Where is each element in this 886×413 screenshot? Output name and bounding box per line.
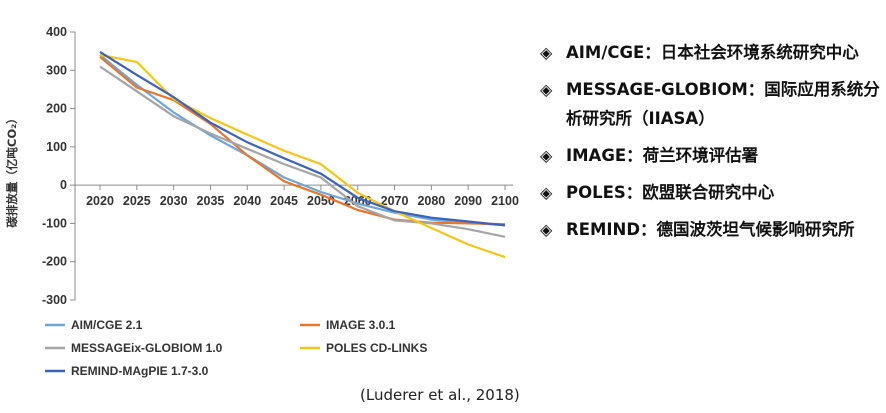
diamond-bullet-icon: ◈ <box>540 220 553 239</box>
legend-label: POLES CD-LINKS <box>326 341 427 355</box>
legend-label: IMAGE 3.0.1 <box>326 318 396 332</box>
x-tick-label: 2090 <box>454 194 482 208</box>
list-item: ◈ MESSAGE-GLOBIOM：国际应用系统分析研究所（IIASA） <box>540 75 880 133</box>
list-item-text: REMIND：德国波茨坦气候影响研究所 <box>566 220 855 239</box>
series-lines <box>99 50 506 259</box>
list-item: ◈ AIM/CGE：日本社会环境系统研究中心 <box>540 38 880 67</box>
x-tick-label: 2025 <box>123 194 151 208</box>
series-line <box>99 53 506 259</box>
x-tick-label: 2070 <box>381 194 409 208</box>
y-tick-label: -300 <box>42 293 67 307</box>
y-tick-label: -100 <box>42 216 67 230</box>
legend: AIM/CGE 2.1 IMAGE 3.0.1 MESSAGEix-GLOBIOM … <box>45 318 427 378</box>
list-item-text: POLES：欧盟联合研究中心 <box>566 183 775 202</box>
diamond-bullet-icon: ◈ <box>540 80 553 99</box>
list-item: ◈ REMIND：德国波茨坦气候影响研究所 <box>540 215 880 244</box>
diamond-bullet-icon: ◈ <box>540 146 553 165</box>
x-tick-label: 2100 <box>491 194 519 208</box>
series-line <box>99 56 506 226</box>
list-item-text: IMAGE：荷兰环境评估署 <box>566 146 759 165</box>
series-line <box>99 54 506 227</box>
y-axis: -300 -200 -100 0 100 200 300 400 <box>42 25 76 307</box>
x-axis: 2020 2025 2030 2035 2040 2045 2050 2060 2070 2080… <box>75 184 519 208</box>
legend-label: AIM/CGE 2.1 <box>71 318 143 332</box>
y-tick-label: 100 <box>46 140 67 154</box>
source-citation: (Luderer et al., 2018) <box>360 386 520 404</box>
list-item-text: AIM/CGE：日本社会环境系统研究中心 <box>566 43 859 62</box>
x-tick-label: 2080 <box>417 194 445 208</box>
y-tick-label: -200 <box>42 255 67 269</box>
x-tick-label: 2030 <box>160 194 188 208</box>
model-institution-list: ◈ AIM/CGE：日本社会环境系统研究中心 ◈ MESSAGE-GLOBIOM… <box>540 38 880 252</box>
series-line <box>99 50 506 227</box>
y-tick-label: 0 <box>60 178 67 192</box>
list-item: ◈ POLES：欧盟联合研究中心 <box>540 178 880 207</box>
emissions-chart: -300 -200 -100 0 100 200 300 400 2020 2025 2030 20… <box>5 25 519 378</box>
y-tick-label: 400 <box>46 25 67 39</box>
x-tick-label: 2045 <box>270 194 298 208</box>
x-tick-label: 2040 <box>233 194 261 208</box>
list-item-text: MESSAGE-GLOBIOM：国际应用系统分析研究所（IIASA） <box>566 80 880 128</box>
y-tick-label: 200 <box>46 102 67 116</box>
legend-label: REMIND-MAgPIE 1.7-3.0 <box>71 364 209 378</box>
legend-label: MESSAGEix-GLOBIOM 1.0 <box>71 341 223 355</box>
series-line <box>99 65 506 238</box>
diamond-bullet-icon: ◈ <box>540 43 553 62</box>
diamond-bullet-icon: ◈ <box>540 183 553 202</box>
y-tick-label: 300 <box>46 63 67 77</box>
x-tick-label: 2020 <box>86 194 114 208</box>
list-item: ◈ IMAGE：荷兰环境评估署 <box>540 141 880 170</box>
y-axis-label: 碳排放量（亿吨CO₂） <box>5 112 19 227</box>
x-tick-label: 2035 <box>197 194 225 208</box>
x-tick-label: 2050 <box>307 194 335 208</box>
